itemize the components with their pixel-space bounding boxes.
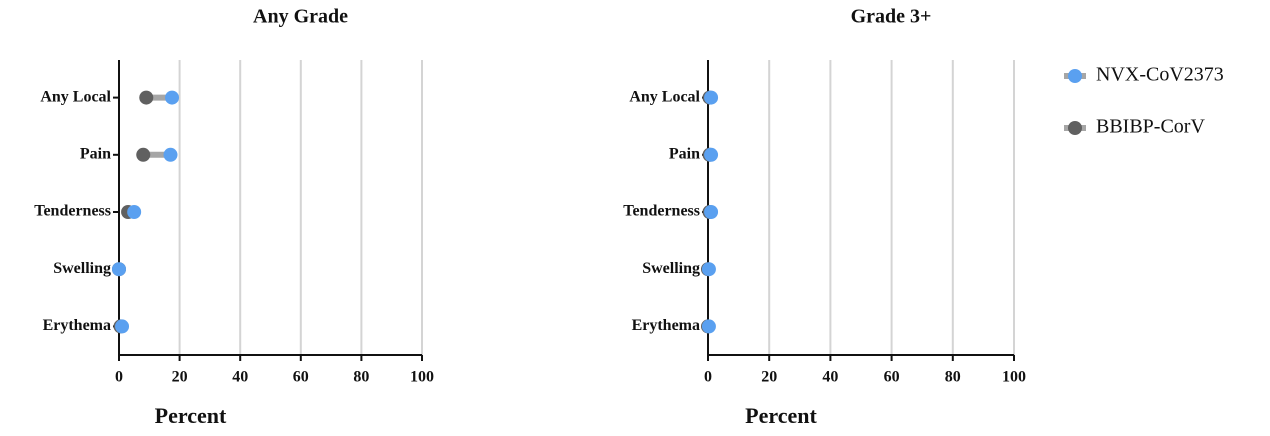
dot — [112, 262, 126, 277]
x-tick-label: 0 — [115, 369, 123, 386]
x-tick-label: 100 — [1002, 369, 1026, 386]
x-tick-label: 40 — [822, 369, 838, 386]
dot — [704, 147, 719, 162]
y-tick-label: Erythema — [632, 317, 700, 334]
y-tick-label: Any Local — [629, 88, 700, 105]
legend-dot — [1068, 69, 1082, 83]
y-tick-label: Pain — [80, 145, 111, 162]
dot — [136, 147, 151, 162]
dot — [704, 90, 719, 105]
legend-label: NVX-CoV2373 — [1096, 64, 1224, 86]
x-axis-label: Percent — [155, 403, 227, 428]
x-tick-label: 60 — [884, 369, 900, 386]
x-tick-label: 60 — [293, 369, 309, 386]
x-axis-label: Percent — [745, 403, 817, 428]
chart-title: Grade 3+ — [851, 6, 932, 28]
dot — [139, 90, 154, 105]
x-tick-label: 20 — [172, 369, 188, 386]
dot — [163, 147, 178, 162]
y-tick-label: Pain — [669, 145, 700, 162]
dot — [127, 205, 142, 219]
y-tick-label: Swelling — [642, 260, 700, 277]
y-tick-label: Tenderness — [623, 203, 700, 220]
y-tick-label: Tenderness — [34, 203, 111, 220]
x-tick-label: 20 — [761, 369, 777, 386]
dot — [115, 319, 130, 334]
x-tick-label: 0 — [704, 369, 712, 386]
legend-label: BBIBP-CorV — [1096, 116, 1205, 138]
legend-dot — [1068, 121, 1082, 135]
x-tick-label: 100 — [410, 369, 434, 386]
x-tick-label: 80 — [945, 369, 961, 386]
y-tick-label: Swelling — [53, 260, 111, 277]
chart-title: Any Grade — [253, 6, 348, 28]
x-tick-label: 80 — [353, 369, 369, 386]
dot — [701, 319, 716, 334]
y-tick-label: Any Local — [40, 88, 111, 105]
dot — [165, 90, 180, 105]
x-tick-label: 40 — [232, 369, 248, 386]
dot — [704, 205, 719, 219]
y-tick-label: Erythema — [43, 317, 111, 334]
dot — [701, 262, 716, 277]
